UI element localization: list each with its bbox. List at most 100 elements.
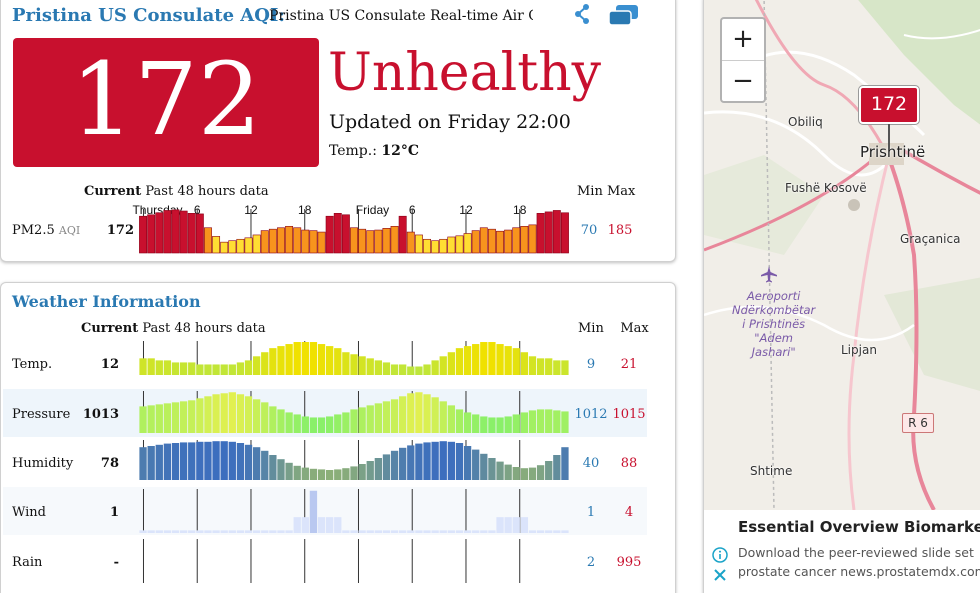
chart-bar[interactable] xyxy=(520,352,529,375)
chart-bar[interactable] xyxy=(220,241,229,254)
info-icon[interactable] xyxy=(712,547,728,563)
chart-bar[interactable] xyxy=(415,392,423,433)
chart-bar[interactable] xyxy=(228,392,236,433)
chart-bar[interactable] xyxy=(528,410,537,433)
chart-bar[interactable] xyxy=(147,214,156,254)
chart-bar[interactable] xyxy=(447,236,456,254)
station-title-text[interactable]: Pristina US Consulate AQI xyxy=(12,5,279,26)
chart-bar[interactable] xyxy=(520,517,529,533)
chart-bar[interactable] xyxy=(358,356,366,375)
chart-bar[interactable] xyxy=(358,530,366,533)
chart-bar[interactable] xyxy=(204,530,212,533)
chart-bar[interactable] xyxy=(228,530,236,533)
chart-bar[interactable] xyxy=(471,230,480,254)
chart-bar[interactable] xyxy=(277,346,285,375)
chart-bar[interactable] xyxy=(139,358,147,375)
chart-bar[interactable] xyxy=(382,530,391,533)
chart-bar[interactable] xyxy=(293,342,301,375)
chart-bar[interactable] xyxy=(301,467,309,480)
chart-bar[interactable] xyxy=(252,234,261,254)
chart-bar[interactable] xyxy=(407,366,415,376)
chart-bar[interactable] xyxy=(334,348,342,375)
chart-bar[interactable] xyxy=(390,530,399,533)
chart-bar[interactable] xyxy=(374,530,382,533)
chart-bar[interactable] xyxy=(326,517,334,533)
chart-bar[interactable] xyxy=(455,530,464,533)
chart-bar[interactable] xyxy=(220,364,228,375)
chart-bar[interactable] xyxy=(374,458,382,480)
chart-bar[interactable] xyxy=(293,414,301,433)
chart-bar[interactable] xyxy=(269,348,277,375)
chart-bar[interactable] xyxy=(139,215,148,254)
chart-bar[interactable] xyxy=(414,234,423,254)
chart-bar[interactable] xyxy=(536,409,545,433)
chart-bar[interactable] xyxy=(431,360,439,375)
weather-row-chart[interactable] xyxy=(139,341,569,375)
chart-bar[interactable] xyxy=(480,416,488,433)
chart-bar[interactable] xyxy=(252,399,261,433)
ad-panel[interactable]: Essential Overview Biomarkers Download t… xyxy=(704,510,980,593)
chart-bar[interactable] xyxy=(544,211,553,254)
ad-title[interactable]: Essential Overview Biomarkers xyxy=(738,518,980,536)
chart-bar[interactable] xyxy=(220,530,228,533)
chart-bar[interactable] xyxy=(472,344,480,375)
chart-bar[interactable] xyxy=(455,348,464,375)
chart-bar[interactable] xyxy=(301,517,309,533)
chart-bar[interactable] xyxy=(350,227,358,254)
chart-bar[interactable] xyxy=(398,215,407,254)
chart-bar[interactable] xyxy=(366,405,374,433)
chart-bar[interactable] xyxy=(147,358,155,375)
chart-bar[interactable] xyxy=(244,360,253,375)
chart-bar[interactable] xyxy=(528,467,537,480)
chart-bar[interactable] xyxy=(236,362,245,375)
chart-bar[interactable] xyxy=(342,352,350,375)
chart-bar[interactable] xyxy=(342,530,350,533)
chart-bar[interactable] xyxy=(285,412,293,433)
chart-bar[interactable] xyxy=(366,461,374,480)
chart-bar[interactable] xyxy=(545,409,553,433)
chart-bar[interactable] xyxy=(277,227,285,254)
chart-bar[interactable] xyxy=(317,417,326,433)
chart-bar[interactable] xyxy=(561,530,569,533)
chart-bar[interactable] xyxy=(512,348,520,375)
chart-bar[interactable] xyxy=(447,441,456,480)
chart-bar[interactable] xyxy=(455,235,464,254)
chart-bar[interactable] xyxy=(244,237,253,254)
chart-bar[interactable] xyxy=(407,393,415,433)
chart-bar[interactable] xyxy=(488,458,496,480)
chart-bar[interactable] xyxy=(163,443,172,480)
chart-bar[interactable] xyxy=(204,441,212,480)
chart-bar[interactable] xyxy=(488,530,496,533)
chart-bar[interactable] xyxy=(309,342,318,375)
chart-bar[interactable] xyxy=(561,360,569,375)
chart-bar[interactable] xyxy=(147,405,155,433)
chart-bar[interactable] xyxy=(155,360,163,375)
chart-bar[interactable] xyxy=(496,417,504,433)
chart-bar[interactable] xyxy=(326,416,334,433)
chart-bar[interactable] xyxy=(561,411,569,433)
weather-row-chart-svg[interactable] xyxy=(139,539,569,583)
chart-bar[interactable] xyxy=(488,417,496,433)
chart-bar[interactable] xyxy=(536,530,545,533)
station-title[interactable]: Pristina US Consulate AQI: xyxy=(12,5,285,26)
chart-bar[interactable] xyxy=(269,530,277,533)
chart-bar[interactable] xyxy=(504,229,513,254)
chart-bar[interactable] xyxy=(333,213,342,254)
chart-bar[interactable] xyxy=(423,364,431,375)
chart-bar[interactable] xyxy=(358,407,366,433)
chart-bar[interactable] xyxy=(382,228,391,254)
chart-bar[interactable] xyxy=(179,442,188,480)
chart-bar[interactable] xyxy=(301,229,310,254)
chart-bar[interactable] xyxy=(139,406,147,433)
chart-bar[interactable] xyxy=(472,414,480,433)
chart-bar[interactable] xyxy=(252,447,261,480)
chart-bar[interactable] xyxy=(285,530,293,533)
chart-bar[interactable] xyxy=(188,530,196,533)
chart-bar[interactable] xyxy=(163,530,172,533)
chart-bar[interactable] xyxy=(147,446,155,480)
chart-bar[interactable] xyxy=(553,455,561,480)
chart-bar[interactable] xyxy=(350,466,358,480)
chart-bar[interactable] xyxy=(560,212,569,254)
chart-bar[interactable] xyxy=(382,362,391,375)
chart-bar[interactable] xyxy=(463,412,472,433)
